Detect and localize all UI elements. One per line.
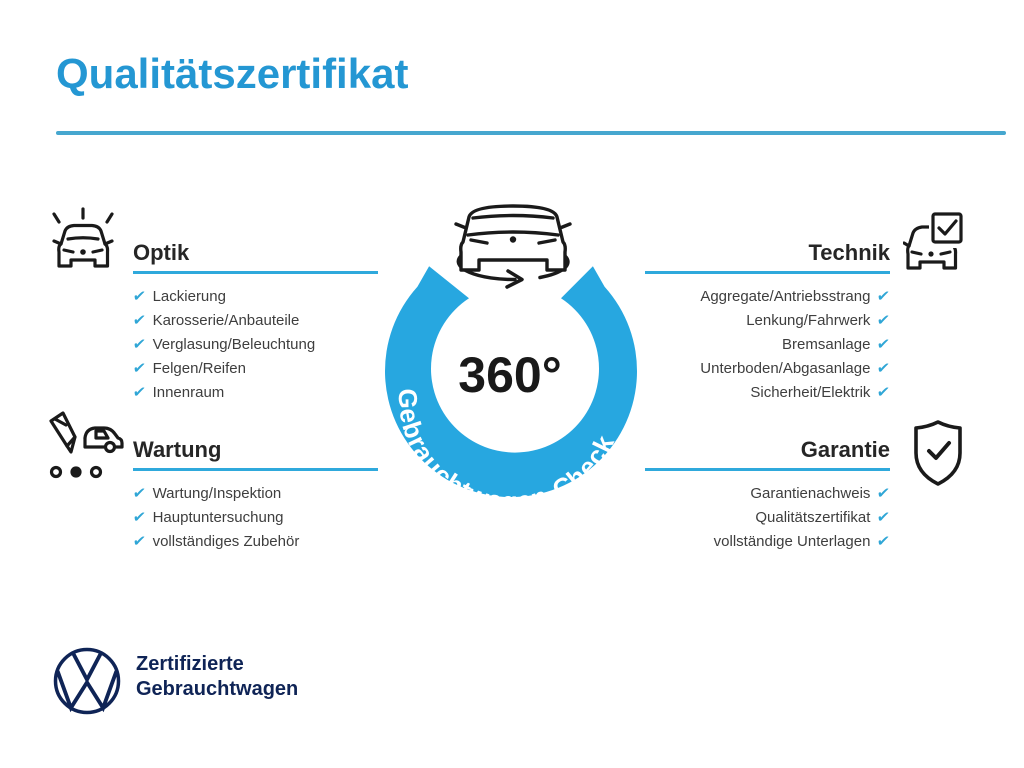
brand-text: Zertifizierte Gebrauchtwagen bbox=[136, 652, 298, 702]
checklist-item: Aggregate/Antriebsstrang ✔ bbox=[645, 284, 892, 308]
section-underline bbox=[133, 271, 378, 274]
section-underline bbox=[645, 271, 890, 274]
check-icon: ✔ bbox=[876, 288, 892, 305]
checklist-item: ✔ Wartung/Inspektion bbox=[131, 481, 378, 505]
checklist-item: ✔ Hauptuntersuchung bbox=[131, 505, 378, 529]
check-icon: ✔ bbox=[131, 312, 147, 329]
title-divider bbox=[56, 131, 1006, 135]
item-label: Hauptuntersuchung bbox=[152, 508, 284, 526]
check-icon: ✔ bbox=[131, 533, 147, 550]
shield-check-icon bbox=[914, 420, 962, 486]
item-label: Qualitätszertifikat bbox=[755, 508, 871, 526]
item-label: Sicherheit/Elektrik bbox=[750, 383, 871, 401]
section-title-technik: Technik bbox=[808, 240, 890, 265]
item-label: Lenkung/Fahrwerk bbox=[746, 311, 871, 329]
checklist-item: ✔ Karosserie/Anbauteile bbox=[131, 308, 378, 332]
checklist-item: ✔ Felgen/Reifen bbox=[131, 356, 378, 380]
item-label: vollständige Unterlagen bbox=[713, 532, 871, 550]
item-label: Unterboden/Abgasanlage bbox=[700, 359, 871, 377]
check-icon: ✔ bbox=[876, 533, 892, 550]
section-title-optik: Optik bbox=[133, 240, 190, 265]
item-label: Karosserie/Anbauteile bbox=[152, 311, 300, 329]
brand-line-1: Zertifizierte bbox=[136, 653, 244, 675]
degree-label: 360° bbox=[458, 347, 561, 403]
check-icon: ✔ bbox=[131, 360, 147, 377]
section-title-garantie: Garantie bbox=[800, 437, 890, 462]
item-label: Garantienachweis bbox=[750, 484, 871, 502]
checklist-item: Bremsanlage ✔ bbox=[645, 332, 892, 356]
item-label: Felgen/Reifen bbox=[152, 359, 246, 377]
item-label: Innenraum bbox=[152, 383, 225, 401]
check-icon: ✔ bbox=[131, 384, 147, 401]
check-icon: ✔ bbox=[876, 312, 892, 329]
item-label: Wartung/Inspektion bbox=[152, 484, 282, 502]
item-label: Aggregate/Antriebsstrang bbox=[700, 287, 871, 305]
check-icon: ✔ bbox=[131, 509, 147, 526]
pencil-car-icon bbox=[49, 411, 124, 479]
item-label: vollständiges Zubehör bbox=[152, 532, 300, 550]
section-title-wartung: Wartung bbox=[133, 437, 222, 462]
check-icon: ✔ bbox=[876, 360, 892, 377]
360-check-badge: Gebrauchtwagen-Check 360° bbox=[385, 204, 637, 516]
section-technik: Technik Aggregate/Antriebsstrang ✔ Lenkun… bbox=[645, 240, 892, 404]
checklist-item: Sicherheit/Elektrik ✔ bbox=[645, 380, 892, 404]
check-icon: ✔ bbox=[876, 336, 892, 353]
item-label: Verglasung/Beleuchtung bbox=[152, 335, 316, 353]
check-icon: ✔ bbox=[131, 288, 147, 305]
item-label: Bremsanlage bbox=[782, 335, 871, 353]
section-underline bbox=[133, 468, 378, 471]
check-icon: ✔ bbox=[876, 509, 892, 526]
vw-logo-icon bbox=[53, 647, 121, 715]
check-icon: ✔ bbox=[876, 485, 892, 502]
checklist-item: Garantienachweis ✔ bbox=[645, 481, 892, 505]
checklist-garantie: Garantienachweis ✔ Qualitätszertifikat ✔ v… bbox=[645, 481, 892, 553]
section-optik: Optik ✔ Lackierung ✔ Karosserie/Anbauteile… bbox=[131, 240, 378, 404]
sparkling-car-icon bbox=[52, 207, 114, 268]
section-underline bbox=[645, 468, 890, 471]
brand-line-2: Gebrauchtwagen bbox=[136, 678, 299, 700]
page-title: Qualitätszertifikat bbox=[56, 50, 409, 97]
rotating-car-icon bbox=[454, 204, 572, 272]
section-garantie: Garantie Garantienachweis ✔ Qualitätszert… bbox=[645, 437, 892, 553]
check-icon: ✔ bbox=[131, 485, 147, 502]
checklist-item: Lenkung/Fahrwerk ✔ bbox=[645, 308, 892, 332]
checklist-item: ✔ Verglasung/Beleuchtung bbox=[131, 332, 378, 356]
checklist-item: ✔ Innenraum bbox=[131, 380, 378, 404]
car-checkbox-icon bbox=[903, 211, 967, 270]
checklist-technik: Aggregate/Antriebsstrang ✔ Lenkung/Fahrwe… bbox=[645, 284, 892, 404]
checklist-item: vollständige Unterlagen ✔ bbox=[645, 529, 892, 553]
checklist-item: ✔ Lackierung bbox=[131, 284, 378, 308]
check-icon: ✔ bbox=[876, 384, 892, 401]
section-wartung: Wartung ✔ Wartung/Inspektion ✔ Hauptunters… bbox=[131, 437, 378, 553]
ring-arc bbox=[385, 266, 637, 498]
checklist-wartung: ✔ Wartung/Inspektion ✔ Hauptuntersuchung ✔… bbox=[131, 481, 378, 553]
item-label: Lackierung bbox=[152, 287, 226, 305]
check-icon: ✔ bbox=[131, 336, 147, 353]
checklist-optik: ✔ Lackierung ✔ Karosserie/Anbauteile ✔ Verg… bbox=[131, 284, 378, 404]
checklist-item: Unterboden/Abgasanlage ✔ bbox=[645, 356, 892, 380]
checklist-item: Qualitätszertifikat ✔ bbox=[645, 505, 892, 529]
checklist-item: ✔ vollständiges Zubehör bbox=[131, 529, 378, 553]
